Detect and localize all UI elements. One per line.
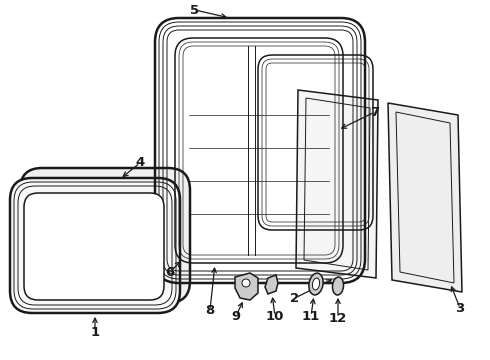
Text: 9: 9 xyxy=(231,310,241,323)
Polygon shape xyxy=(265,275,278,294)
Text: 8: 8 xyxy=(205,303,215,316)
Text: 5: 5 xyxy=(191,4,199,17)
Ellipse shape xyxy=(313,278,319,290)
Text: 12: 12 xyxy=(329,311,347,324)
Polygon shape xyxy=(235,273,258,300)
FancyBboxPatch shape xyxy=(24,193,164,300)
Polygon shape xyxy=(296,90,378,278)
Text: 7: 7 xyxy=(370,105,380,118)
Text: 1: 1 xyxy=(91,325,99,338)
FancyBboxPatch shape xyxy=(10,178,180,313)
FancyBboxPatch shape xyxy=(20,168,190,303)
Text: 4: 4 xyxy=(135,157,145,170)
Text: 10: 10 xyxy=(266,310,284,323)
Polygon shape xyxy=(388,103,462,292)
Text: 11: 11 xyxy=(302,310,320,323)
Ellipse shape xyxy=(309,273,323,295)
Text: 3: 3 xyxy=(455,302,465,315)
Text: 2: 2 xyxy=(291,292,299,305)
Text: 6: 6 xyxy=(166,266,174,279)
Ellipse shape xyxy=(333,277,343,295)
Circle shape xyxy=(242,279,250,287)
